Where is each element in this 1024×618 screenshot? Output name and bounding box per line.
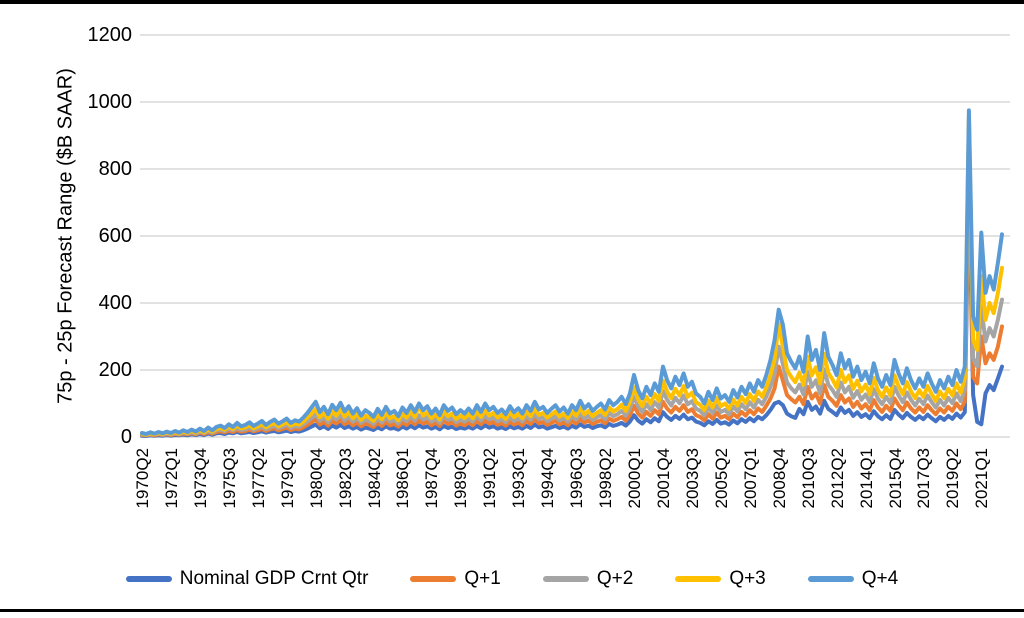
legend-swatch-q-1 — [410, 576, 457, 582]
series-line-q-4 — [140, 108, 1004, 436]
y-tick-label-800: 800 — [98, 158, 132, 180]
y-tick-label-0: 0 — [120, 426, 132, 448]
y-axis-tick-labels: 0 200 400 600 800 1000 1200 — [40, 0, 133, 460]
legend-item-q-4[interactable]: Q+4 — [807, 568, 899, 590]
legend-item-q-1[interactable]: Q+1 — [410, 568, 501, 590]
legend-label-q-4: Q+4 — [861, 568, 899, 589]
legend-label-q-1: Q+1 — [464, 568, 501, 589]
y-tick-label-1200: 1200 — [87, 24, 133, 46]
series-line-q-3 — [140, 113, 1004, 437]
legend-swatch-q-4 — [807, 576, 854, 582]
legend-swatch-nominal-gdp-crnt-qtr — [125, 576, 172, 582]
legend-label-nominal-gdp-crnt-qtr: Nominal GDP Crnt Qtr — [179, 568, 369, 589]
legend-swatch-q-3 — [675, 576, 722, 582]
legend-item-q-2[interactable]: Q+2 — [542, 568, 634, 590]
y-tick-label-600: 600 — [98, 225, 132, 247]
series-line-q-1 — [140, 160, 1004, 438]
legend-label-q-3: Q+3 — [729, 568, 766, 589]
y-tick-label-200: 200 — [98, 359, 132, 381]
legend-swatch-q-2 — [542, 576, 589, 582]
legend: Nominal GDP Crnt Qtr Q+1 Q+2 Q+3 Q+4 — [0, 558, 1024, 600]
legend-item-nominal-gdp-crnt-qtr[interactable]: Nominal GDP Crnt Qtr — [125, 568, 369, 590]
y-tick-label-400: 400 — [98, 292, 132, 314]
y-tick-label-1000: 1000 — [87, 91, 133, 113]
series-line-nominal-gdp-crnt-qtr — [140, 180, 1004, 438]
frame-bottom-border — [0, 609, 1024, 612]
frame-top-border — [0, 0, 1024, 4]
series-line-q-2 — [140, 136, 1004, 437]
legend-label-q-2: Q+2 — [596, 568, 634, 589]
legend-item-q-3[interactable]: Q+3 — [675, 568, 766, 590]
